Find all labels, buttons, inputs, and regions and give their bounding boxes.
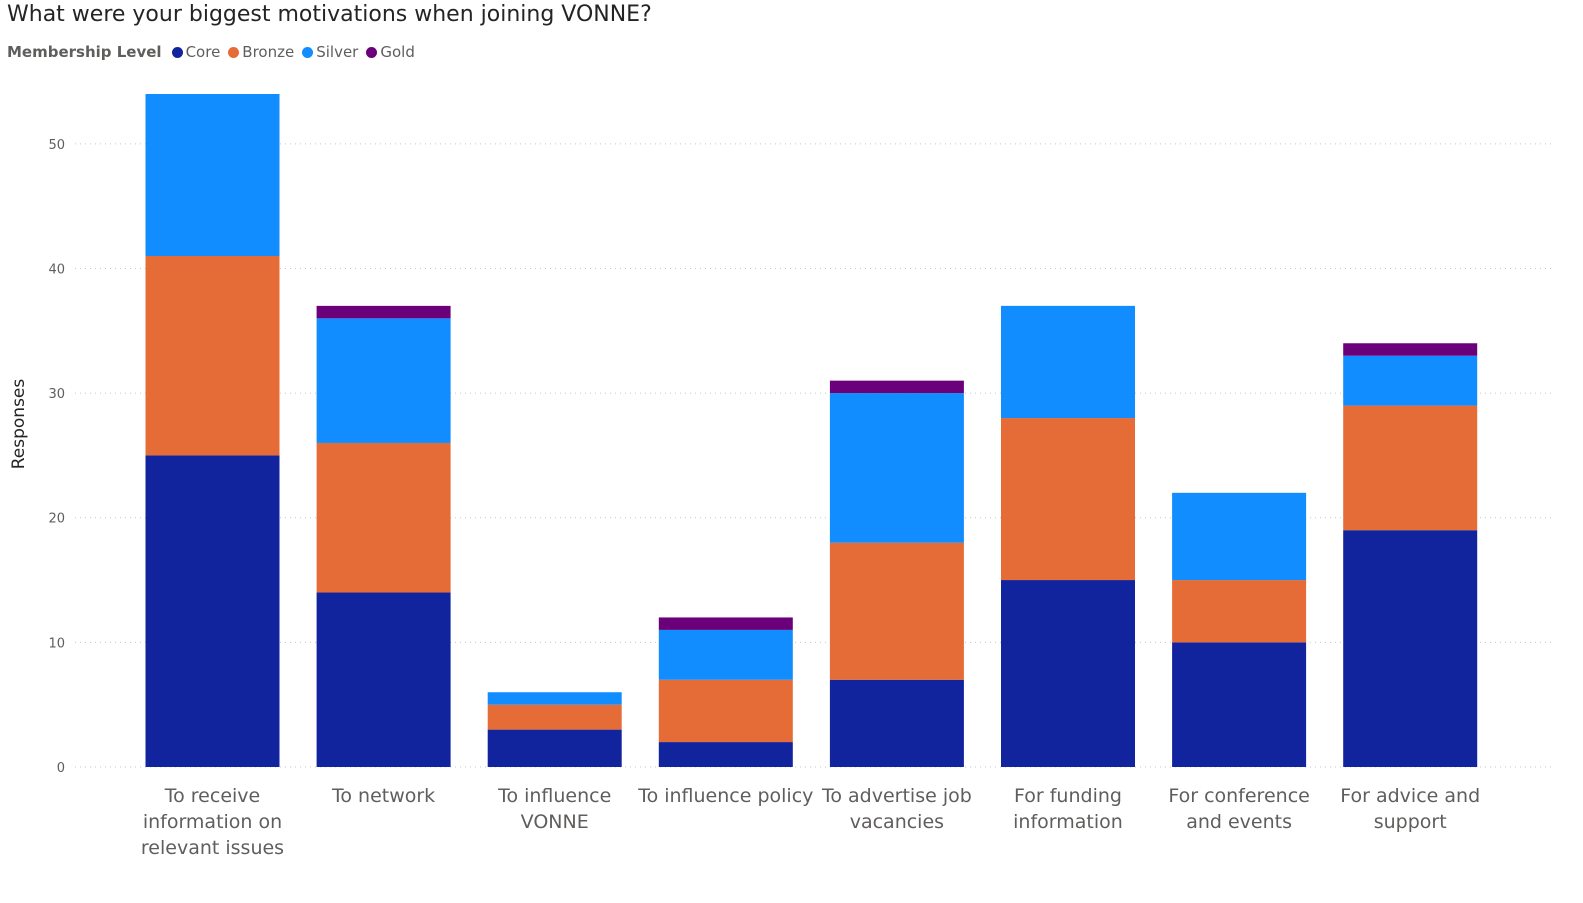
legend-label-core: Core xyxy=(185,43,221,61)
x-category-label: To network xyxy=(331,785,435,807)
legend-dot-silver xyxy=(302,46,314,58)
legend-item-core[interactable]: Core xyxy=(171,43,221,61)
legend-title: Membership Level xyxy=(7,43,162,61)
legend: Membership Level Core Bronze Silver Gold xyxy=(7,43,423,61)
legend-label-silver: Silver xyxy=(316,43,359,61)
x-category-label: To receive information on relevant issues xyxy=(141,785,284,859)
bar-gold-4[interactable] xyxy=(829,380,964,394)
bar-silver-5[interactable] xyxy=(1001,305,1135,419)
legend-dot-core xyxy=(171,46,183,58)
legend-label-bronze: Bronze xyxy=(242,43,295,61)
bar-bronze-0[interactable] xyxy=(145,256,280,456)
bar-core-6[interactable] xyxy=(1172,642,1307,767)
bar-gold-7[interactable] xyxy=(1343,343,1478,356)
legend-item-gold[interactable]: Gold xyxy=(366,43,415,61)
x-category-label: To advertise job vacancies xyxy=(821,785,972,833)
x-category-label: For conference and events xyxy=(1168,785,1309,833)
gridlines: 0 10 20 30 40 50 xyxy=(48,138,1553,776)
bar-bronze-7[interactable] xyxy=(1343,405,1478,531)
bar-bronze-4[interactable] xyxy=(829,542,964,680)
legend-item-bronze[interactable]: Bronze xyxy=(228,43,294,61)
bar-silver-0[interactable] xyxy=(145,94,280,257)
bar-silver-1[interactable] xyxy=(316,318,451,443)
bar-core-5[interactable] xyxy=(1001,580,1135,767)
bar-core-1[interactable] xyxy=(316,592,451,767)
x-category-label: To influence VONNE xyxy=(497,785,611,833)
bar-core-4[interactable] xyxy=(829,679,964,767)
y-tick-label: 50 xyxy=(48,138,65,153)
bar-core-2[interactable] xyxy=(487,729,622,767)
chart-title: What were your biggest motivations when … xyxy=(7,2,652,27)
bar-core-0[interactable] xyxy=(145,455,280,767)
bar-bronze-2[interactable] xyxy=(487,704,622,730)
bar-silver-2[interactable] xyxy=(487,692,622,705)
bar-core-7[interactable] xyxy=(1343,530,1478,767)
bar-bronze-1[interactable] xyxy=(316,442,451,593)
bar-silver-6[interactable] xyxy=(1172,492,1307,581)
legend-item-silver[interactable]: Silver xyxy=(302,43,358,61)
y-tick-label: 10 xyxy=(48,636,65,651)
bar-bronze-6[interactable] xyxy=(1172,580,1307,643)
y-tick-label: 20 xyxy=(48,512,65,527)
bar-bronze-5[interactable] xyxy=(1001,418,1135,581)
y-tick-label: 40 xyxy=(48,262,65,277)
bar-silver-4[interactable] xyxy=(829,393,964,543)
x-category-label: For advice and support xyxy=(1340,785,1480,833)
bar-silver-7[interactable] xyxy=(1343,355,1478,406)
y-axis-label: Responses xyxy=(9,379,29,470)
x-category-label: For funding information xyxy=(1013,785,1123,833)
x-axis-labels: To receive information on relevant issues T… xyxy=(141,785,1480,859)
bar-bronze-3[interactable] xyxy=(658,679,793,743)
y-tick-label: 30 xyxy=(48,387,65,402)
bar-silver-3[interactable] xyxy=(658,629,793,680)
bar-gold-3[interactable] xyxy=(658,617,793,630)
bar-core-3[interactable] xyxy=(658,742,793,767)
bars xyxy=(145,94,1478,767)
legend-label-gold: Gold xyxy=(380,43,415,61)
y-tick-label: 0 xyxy=(57,761,65,776)
legend-dot-gold xyxy=(366,46,378,58)
bar-gold-1[interactable] xyxy=(316,305,451,319)
x-category-label: To influence policy xyxy=(637,785,813,807)
legend-dot-bronze xyxy=(228,46,240,58)
